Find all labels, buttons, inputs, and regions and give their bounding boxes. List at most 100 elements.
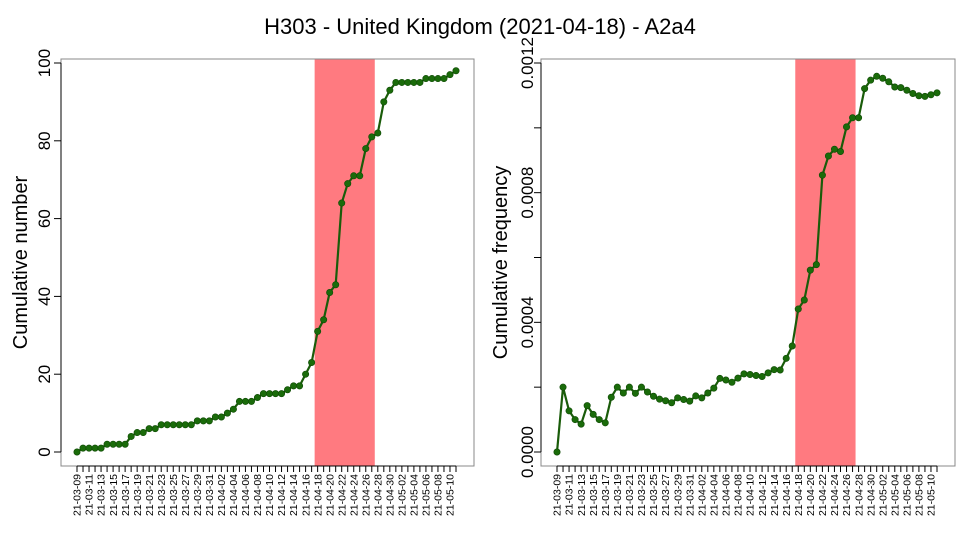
x-tick-label: 21-04-30 [865,474,877,516]
data-point [85,444,93,452]
data-point [818,171,826,179]
x-tick-label: 21-05-06 [902,474,914,516]
data-point [601,419,609,427]
data-point [788,342,796,350]
data-point [812,261,820,269]
data-point [338,199,346,207]
x-tick-label: 21-04-30 [385,474,397,516]
x-tick-label: 21-03-09 [552,474,564,516]
y-tick-label: 0.0008 [518,167,537,219]
x-tick-label: 21-03-19 [612,474,624,516]
x-tick-label: 21-03-27 [180,474,192,516]
data-point [662,397,670,405]
data-point [151,425,159,433]
data-point [356,172,364,180]
data-point [259,390,267,398]
x-tick-label: 21-05-10 [445,474,457,516]
x-tick-label: 21-04-06 [721,474,733,516]
x-tick-label: 21-04-02 [216,474,228,516]
data-point [308,359,316,367]
data-point [350,172,358,180]
data-point [320,316,328,324]
x-tick-label: 21-04-20 [805,474,817,516]
data-point [734,374,742,382]
data-point [686,397,694,405]
data-point [91,444,99,452]
data-point [175,421,183,429]
data-point [326,289,334,297]
x-tick-label: 21-04-06 [240,474,252,516]
data-point [278,390,286,398]
data-point [692,392,700,400]
x-tick-label: 21-03-25 [168,474,180,516]
data-point [296,382,304,390]
data-point [927,91,935,99]
x-tick-label: 21-04-14 [288,474,300,516]
x-tick-label: 21-03-23 [636,474,648,516]
y-tick-label: 80 [35,131,54,150]
data-point [79,444,87,452]
data-point [103,440,111,448]
data-point [710,384,718,392]
data-point [392,78,400,86]
data-point [746,371,754,379]
data-point [716,374,724,382]
x-tick-label: 21-03-25 [648,474,660,516]
data-point [241,397,249,405]
data-point [849,114,857,122]
x-tick-label: 21-03-11 [564,474,576,515]
data-point [668,399,676,407]
data-point [631,389,639,397]
y-tick-label: 0.0000 [518,426,537,478]
x-tick-label: 21-04-02 [696,474,708,516]
x-tick-label: 21-03-23 [156,474,168,516]
data-point [133,429,141,437]
x-tick-label: 21-05-08 [914,474,926,516]
x-tick-label: 21-04-12 [757,474,769,516]
x-tick-label: 21-03-13 [96,474,108,516]
x-tick-label: 21-04-10 [745,474,757,516]
data-point [553,448,561,456]
x-tick-label: 21-04-16 [781,474,793,516]
x-tick-label: 21-04-26 [841,474,853,516]
data-point [800,296,808,304]
data-point [187,421,195,429]
x-tick-label: 21-03-27 [660,474,672,516]
data-point [879,74,887,82]
data-point [740,370,748,378]
data-point [782,354,790,362]
data-point [637,383,645,391]
x-tick-label: 21-04-08 [733,474,745,516]
data-point [398,78,406,86]
data-point [897,84,905,92]
data-point [302,370,310,378]
data-point [205,417,213,425]
data-point [758,372,766,380]
data-point [211,413,219,421]
y-tick-label: 40 [35,287,54,306]
data-point [266,390,274,398]
data-point [452,67,460,75]
x-tick-label: 21-04-04 [709,474,721,516]
data-point [770,366,778,374]
y-tick-label: 20 [35,365,54,384]
x-tick-label: 21-03-29 [672,474,684,516]
data-point [607,393,615,401]
data-point [109,440,117,448]
y-axis-label: Cumulative frequency [490,166,512,359]
data-point [440,75,448,83]
x-tick-label: 21-04-20 [324,474,336,516]
data-point [674,394,682,402]
x-tick-label: 21-05-10 [926,474,938,516]
x-tick-label: 21-04-04 [228,474,240,516]
x-tick-label: 21-05-04 [889,474,901,516]
data-point [830,145,838,153]
data-point [698,394,706,402]
data-point [843,123,851,131]
data-point [193,417,201,425]
data-point [404,78,412,86]
x-tick-label: 21-04-08 [252,474,264,516]
x-tick-label: 21-03-13 [576,474,588,516]
